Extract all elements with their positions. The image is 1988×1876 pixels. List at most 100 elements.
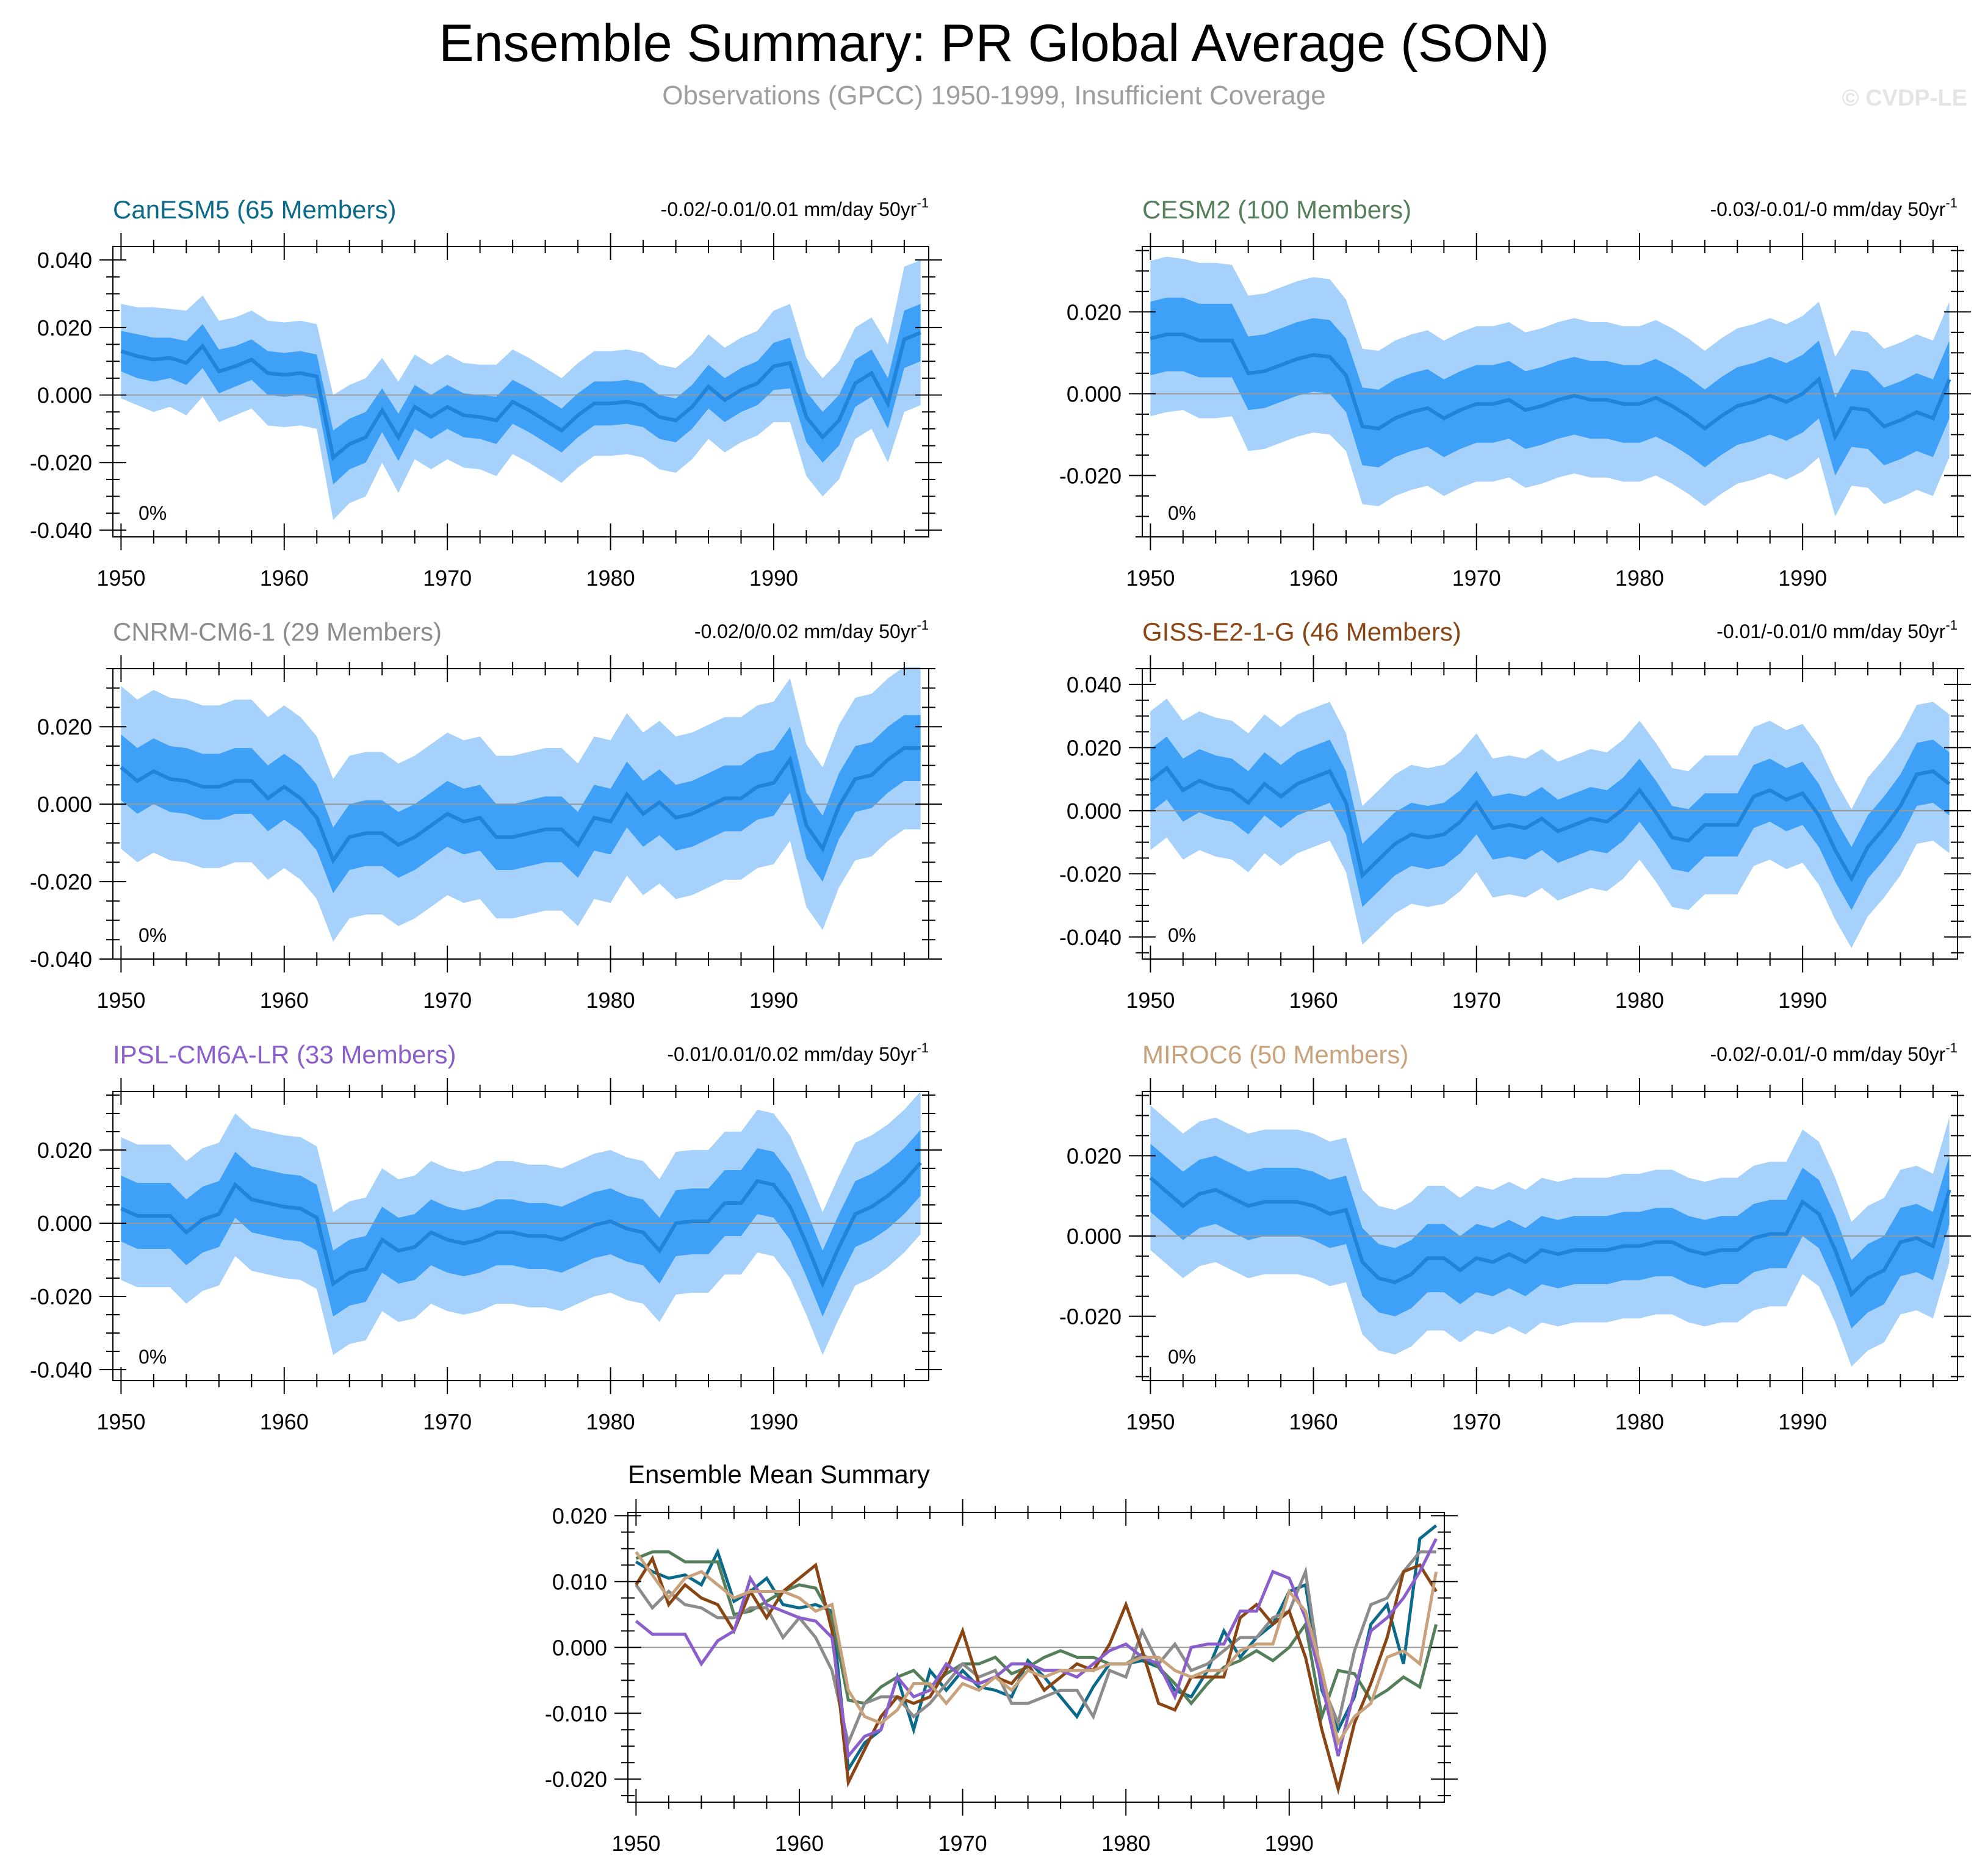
trend-exponent: -1 — [1945, 195, 1957, 210]
y-tick-label: -0.040 — [30, 947, 92, 972]
panel-title: IPSL-CM6A-LR (33 Members) — [113, 1040, 456, 1069]
trend-label: -0.03/-0.01/-0 mm/day 50yr-1 — [1710, 195, 1958, 220]
y-tick-label: 0.000 — [1067, 1224, 1122, 1249]
coverage-label: 0% — [1168, 924, 1196, 946]
panel-title: CanESM5 (65 Members) — [113, 195, 396, 224]
panel-title: CNRM-CM6-1 (29 Members) — [113, 617, 442, 646]
y-tick-label: -0.020 — [30, 1284, 92, 1309]
x-tick-label: 1950 — [96, 566, 145, 591]
plot-frame-4 — [112, 1091, 929, 1381]
trend-label: -0.01/-0.01/0 mm/day 50yr-1 — [1716, 617, 1957, 642]
x-tick-label: 1960 — [260, 1409, 309, 1434]
x-tick-label: 1960 — [1289, 566, 1338, 591]
trend-value: -0.03/-0.01/-0 mm/day 50yr — [1710, 198, 1946, 220]
x-tick-label: 1980 — [1615, 566, 1664, 591]
trend-label: -0.02/-0.01/0.01 mm/day 50yr-1 — [661, 195, 929, 220]
panel-title: GISS-E2-1-G (46 Members) — [1142, 617, 1461, 646]
x-tick-label: 1960 — [1289, 1409, 1338, 1434]
x-tick-label: 1950 — [1126, 566, 1175, 591]
ensemble-mean-line — [1149, 1176, 1951, 1298]
y-tick-label: -0.020 — [1059, 861, 1122, 886]
y-tick-label: -0.040 — [30, 1357, 92, 1382]
y-tick-label: 0.000 — [37, 792, 92, 817]
trend-value: -0.01/-0.01/0 mm/day 50yr — [1716, 620, 1946, 642]
y-tick-label: 0.020 — [1067, 300, 1122, 325]
y-tick-label: 0.020 — [1067, 735, 1122, 760]
trend-label: -0.02/-0.01/-0 mm/day 50yr-1 — [1710, 1040, 1958, 1065]
y-tick-label: -0.020 — [545, 1767, 607, 1792]
trend-exponent: -1 — [917, 1040, 929, 1055]
plot-frame-1 — [1142, 246, 1958, 537]
plot-frame-6 — [627, 1512, 1445, 1803]
y-tick-label: -0.020 — [30, 450, 92, 475]
x-tick-label: 1950 — [1126, 1409, 1175, 1434]
trend-value: -0.02/-0.01/0.01 mm/day 50yr — [661, 198, 917, 220]
summary-line-ipsl-cm6a-lr — [635, 1538, 1438, 1760]
y-tick-label: -0.010 — [545, 1701, 607, 1726]
panel-title: Ensemble Mean Summary — [628, 1460, 930, 1489]
ensemble-mean-line — [1149, 765, 1951, 883]
x-tick-label: 1970 — [423, 988, 472, 1013]
coverage-label: 0% — [139, 502, 167, 524]
trend-value: -0.01/0.01/0.02 mm/day 50yr — [667, 1043, 917, 1065]
x-tick-label: 1990 — [749, 1409, 798, 1434]
coverage-label: 0% — [1168, 1346, 1196, 1368]
x-tick-label: 1970 — [423, 1409, 472, 1434]
y-tick-label: 0.020 — [37, 1138, 92, 1163]
summary-line-miroc6 — [635, 1551, 1438, 1747]
x-tick-label: 1950 — [96, 1409, 145, 1434]
x-tick-label: 1950 — [1126, 988, 1175, 1013]
coverage-label: 0% — [139, 924, 167, 946]
trend-exponent: -1 — [1945, 617, 1957, 633]
page-subtitle: Observations (GPCC) 1950-1999, Insuffici… — [662, 81, 1326, 110]
x-tick-label: 1990 — [1265, 1831, 1314, 1856]
y-tick-label: 0.020 — [552, 1503, 607, 1528]
x-tick-label: 1970 — [938, 1831, 987, 1856]
x-tick-label: 1990 — [1778, 988, 1827, 1013]
y-tick-label: 0.000 — [1067, 381, 1122, 406]
x-tick-label: 1980 — [586, 566, 635, 591]
panel-6: -0.020 -0.010 0.000 0.010 0.020 1950 1960 1970 1… — [545, 1460, 1458, 1856]
ensemble-mean-line — [1150, 332, 1951, 442]
ensemble-mean-line — [120, 1162, 922, 1288]
trend-exponent: -1 — [917, 617, 929, 633]
copyright-watermark: © CVDP-LE — [1842, 85, 1967, 111]
ensemble-mean-line — [120, 331, 921, 461]
y-tick-label: 0.040 — [37, 248, 92, 273]
panel-5: -0.020 0.000 0.020 1950 1960 1970 1980 1990 MIRO… — [1059, 1040, 1971, 1434]
y-tick-label: -0.040 — [1059, 925, 1122, 950]
y-tick-label: -0.020 — [1059, 1304, 1122, 1329]
ensemble-mean-line — [120, 746, 921, 864]
x-tick-label: 1980 — [586, 1409, 635, 1434]
y-tick-label: 0.020 — [1067, 1143, 1122, 1168]
y-tick-label: 0.000 — [37, 1211, 92, 1236]
y-tick-label: 0.010 — [552, 1569, 607, 1594]
plot-frame-0 — [112, 246, 929, 537]
trend-label: -0.01/0.01/0.02 mm/day 50yr-1 — [667, 1040, 929, 1065]
x-tick-label: 1990 — [749, 988, 798, 1013]
x-tick-label: 1980 — [586, 988, 635, 1013]
y-tick-label: 0.000 — [1067, 799, 1122, 824]
plot-frame-2 — [112, 668, 929, 960]
spread-band-inner — [1150, 297, 1950, 476]
y-tick-label: 0.000 — [552, 1635, 607, 1660]
panel-title: CESM2 (100 Members) — [1142, 195, 1411, 224]
panel-2: -0.040 -0.020 0.000 0.020 1950 1960 1970 1980 19… — [30, 617, 942, 1013]
x-tick-label: 1970 — [1452, 988, 1501, 1013]
y-tick-label: -0.020 — [1059, 463, 1122, 488]
panel-4: -0.040 -0.020 0.000 0.020 1950 1960 1970 1980 19… — [30, 1040, 942, 1434]
trend-exponent: -1 — [1945, 1040, 1957, 1055]
trend-value: -0.02/0/0.02 mm/day 50yr — [694, 620, 917, 642]
x-tick-label: 1980 — [1615, 988, 1664, 1013]
y-tick-label: 0.020 — [37, 714, 92, 739]
panel-1: -0.020 0.000 0.020 1950 1960 1970 1980 1990 CESM… — [1059, 195, 1971, 591]
x-tick-label: 1960 — [260, 566, 309, 591]
page-title: Ensemble Summary: PR Global Average (SON… — [439, 14, 1549, 73]
plot-frame-3 — [1142, 668, 1958, 960]
x-tick-label: 1950 — [96, 988, 145, 1013]
trend-label: -0.02/0/0.02 mm/day 50yr-1 — [694, 617, 929, 642]
x-tick-label: 1970 — [1452, 566, 1501, 591]
y-tick-label: 0.020 — [37, 315, 92, 340]
y-tick-label: 0.000 — [37, 383, 92, 408]
